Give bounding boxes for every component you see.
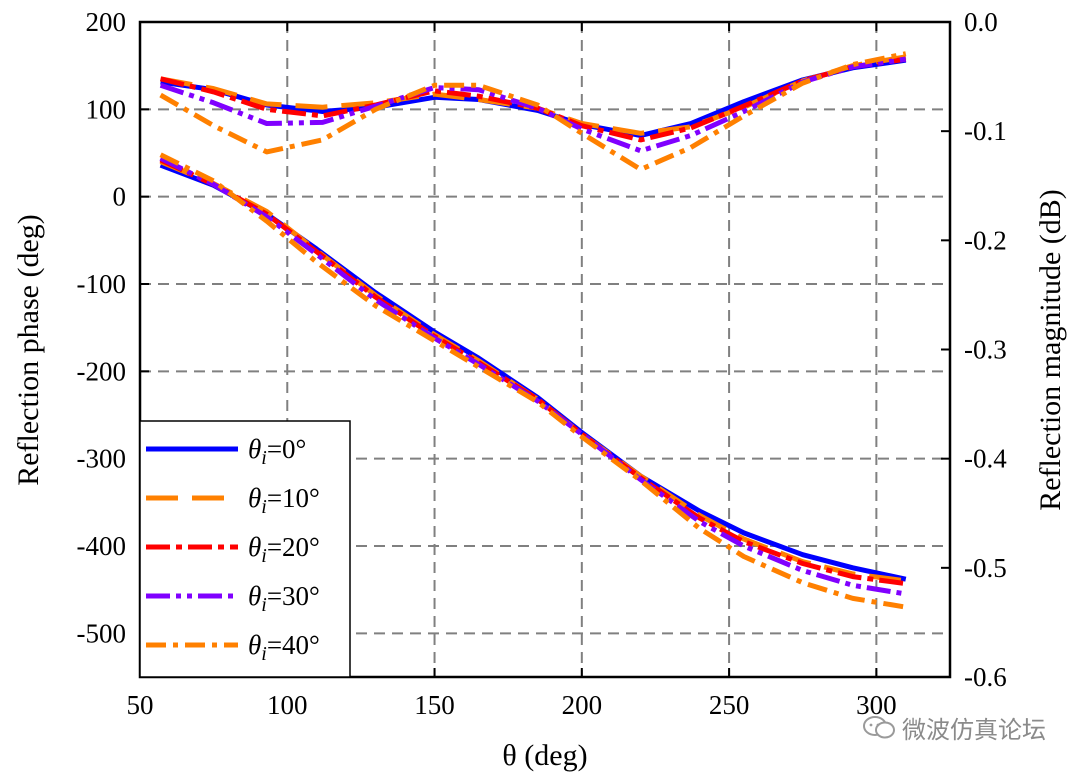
y-tick-label-right: 0.0: [964, 7, 998, 37]
y-tick-label-right: -0.1: [964, 116, 1007, 146]
y-tick-label-right: -0.5: [964, 553, 1007, 583]
series-magnitude-line: [159, 51, 907, 172]
series-phase-line: [159, 157, 907, 587]
legend-label: θi=40°: [248, 630, 320, 665]
chat-bubbles-icon: [863, 715, 895, 738]
x-axis-title: θ (deg): [502, 739, 587, 772]
y-axis-title-right: Reflection magnitude (dB): [1034, 189, 1067, 511]
y-tick-label-left: -400: [77, 531, 127, 561]
y-tick-label-left: -300: [77, 444, 127, 474]
data-series: [159, 51, 907, 610]
x-tick-label: 50: [127, 690, 154, 720]
watermark-text: 微波仿真论坛: [902, 716, 1046, 744]
x-tick-label: 150: [414, 690, 455, 720]
y-tick-label-left: -500: [77, 618, 127, 648]
x-tick-label: 250: [709, 690, 750, 720]
y-tick-label-left: 200: [86, 7, 127, 37]
series-magnitude-line: [160, 56, 907, 143]
y-tick-label-left: 100: [86, 94, 127, 124]
y-tick-label-right: -0.3: [964, 335, 1007, 365]
legend: θi=0° θi=10° θi=20° θi=30° θi=40°: [139, 420, 351, 678]
y-tick-label-left: -100: [77, 269, 127, 299]
x-tick-label: 300: [856, 690, 897, 720]
x-tick-label: 100: [267, 690, 308, 720]
legend-label: θi=30°: [248, 581, 320, 616]
series-phase-line: [159, 152, 907, 610]
legend-label: θi=0°: [248, 434, 306, 469]
x-tick-label: 200: [562, 690, 603, 720]
y-tick-label-left: 0: [113, 182, 127, 212]
series-phase-line: [159, 155, 907, 597]
legend-label: θi=10°: [248, 483, 320, 518]
legend-box: [139, 420, 351, 678]
legend-label: θi=20°: [248, 532, 320, 567]
watermark: 微波仿真论坛: [862, 710, 1046, 745]
y-axis-title-left: Reflection phase (deg): [12, 214, 45, 486]
axis-ticks: 50 100 150 200 250 300 200 100 0 -100 -200 -300 -400…: [77, 7, 1008, 720]
y-tick-label-right: -0.2: [964, 225, 1007, 255]
y-tick-label-left: -200: [77, 356, 127, 386]
y-tick-label-right: -0.6: [964, 662, 1007, 692]
y-tick-label-right: -0.4: [964, 444, 1007, 474]
